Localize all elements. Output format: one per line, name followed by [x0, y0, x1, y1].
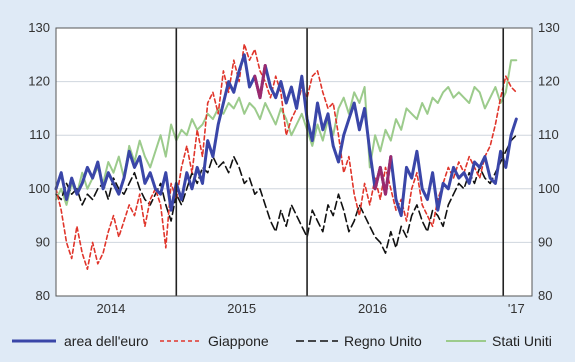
x-tick-label: 2015 [227, 301, 256, 316]
y-tick-label-left: 90 [36, 234, 50, 249]
legend-label: Giappone [208, 333, 269, 349]
year-dividers [175, 28, 505, 296]
series-line-3 [55, 134, 518, 254]
y-tick-label-left: 80 [36, 288, 50, 303]
y-tick-label-right: 110 [538, 127, 559, 142]
y-tick-label-left: 100 [28, 181, 50, 196]
y-tick-label-right: 90 [538, 234, 552, 249]
series-line-1 [54, 53, 518, 218]
y-tick-label-right: 80 [538, 288, 552, 303]
series-highlight-segment [373, 155, 393, 196]
y-axis-left: 80 90 100 110 120 130 [28, 20, 50, 303]
legend: area dell'euro Giappone Regno Unito Stati U… [12, 333, 552, 349]
y-tick-label-left: 130 [28, 20, 50, 35]
y-tick-label-left: 120 [28, 74, 50, 89]
series-layer [54, 43, 518, 271]
x-tick-label: '17 [508, 301, 525, 316]
x-tick-label: 2016 [358, 301, 387, 316]
y-tick-label-left: 110 [29, 127, 50, 142]
y-tick-label-right: 100 [538, 181, 560, 196]
y-tick-label-right: 120 [538, 74, 560, 89]
plot-frame [55, 27, 533, 297]
y-tick-label-right: 130 [538, 20, 560, 35]
x-tick-label: 2014 [96, 301, 125, 316]
series-highlight-segment [253, 64, 267, 100]
x-axis: 2014 2015 2016 '17 [96, 301, 524, 316]
series-line-4 [55, 59, 518, 206]
legend-label: Stati Uniti [492, 333, 552, 349]
y-axis-right: 80 90 100 110 120 130 [538, 20, 560, 303]
legend-label: area dell'euro [64, 333, 149, 349]
legend-label: Regno Unito [344, 333, 422, 349]
